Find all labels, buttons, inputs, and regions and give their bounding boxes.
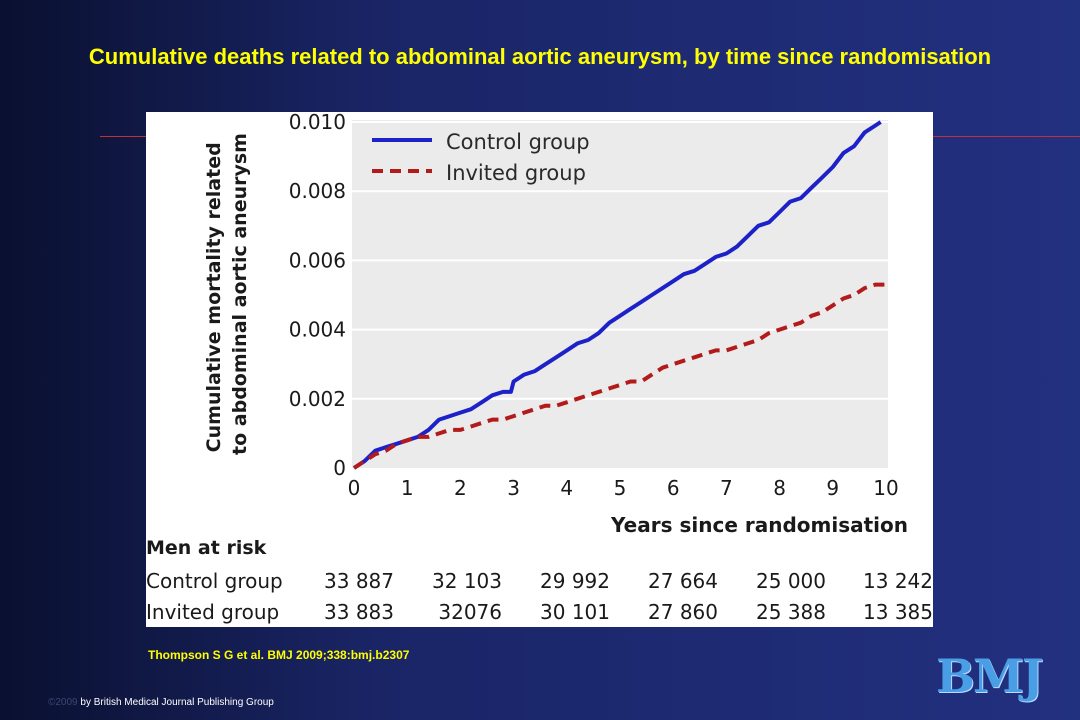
risk-cell: 32076 bbox=[438, 600, 502, 624]
risk-cell: 27 860 bbox=[648, 600, 718, 624]
y-axis-title-line2: to abdominal aortic aneurysm bbox=[229, 133, 251, 455]
risk-cell: 32 103 bbox=[432, 569, 502, 593]
x-tick-labels: 0 1 2 3 4 5 6 7 8 9 10 bbox=[348, 476, 899, 500]
copyright-year: ©2009 bbox=[48, 697, 78, 708]
risk-cell: 27 664 bbox=[648, 569, 718, 593]
citation: Thompson S G et al. BMJ 2009;338:bmj.b23… bbox=[148, 648, 410, 662]
gridlines bbox=[352, 121, 888, 400]
x-tick-label: 10 bbox=[873, 476, 898, 500]
risk-cell: 25 000 bbox=[756, 569, 826, 593]
x-tick-label: 8 bbox=[773, 476, 786, 500]
risk-table-heading: Men at risk bbox=[146, 537, 267, 559]
risk-cell: 13 385 bbox=[863, 600, 933, 624]
invited-group-line bbox=[352, 282, 886, 470]
y-tick-label: 0.010 bbox=[289, 112, 346, 134]
control-group-line bbox=[352, 120, 882, 470]
x-tick-label: 1 bbox=[401, 476, 414, 500]
x-tick-label: 5 bbox=[614, 476, 627, 500]
legend-label-control: Control group bbox=[446, 130, 590, 154]
x-tick-label: 0 bbox=[348, 476, 361, 500]
legend: Control group Invited group bbox=[372, 130, 590, 185]
risk-cell: 25 388 bbox=[756, 600, 826, 624]
risk-cell: 13 242 bbox=[863, 569, 933, 593]
y-tick-label: 0.002 bbox=[289, 387, 346, 411]
y-tick-labels: 0 0.002 0.004 0.006 0.008 0.010 bbox=[289, 112, 346, 480]
risk-cell: 33 883 bbox=[324, 600, 394, 624]
risk-row-label: Control group bbox=[146, 569, 283, 593]
x-tick-label: 4 bbox=[560, 476, 573, 500]
plot-background bbox=[352, 120, 888, 468]
risk-row-invited: Invited group 33 883 32076 30 101 27 860… bbox=[146, 600, 933, 630]
y-axis-title-line1: Cumulative mortality related bbox=[203, 142, 225, 452]
bmj-logo: BMJ bbox=[936, 649, 1044, 703]
copyright-notice: ©2009 by British Medical Journal Publish… bbox=[48, 697, 274, 708]
slide-title: Cumulative deaths related to abdominal a… bbox=[88, 44, 992, 69]
x-axis-title: Years since randomisation bbox=[610, 513, 908, 537]
x-tick-label: 2 bbox=[454, 476, 467, 500]
x-tick-label: 6 bbox=[667, 476, 680, 500]
y-tick-label: 0.004 bbox=[289, 318, 346, 342]
series-layer bbox=[352, 120, 886, 470]
legend-label-invited: Invited group bbox=[446, 161, 586, 185]
y-tick-label: 0.006 bbox=[289, 248, 346, 272]
figure-panel: 0 0.002 0.004 0.006 0.008 0.010 0 1 2 3 4 5 6 7 8 9 10 … bbox=[146, 112, 933, 627]
risk-row-control: Control group 33 887 32 103 29 992 27 66… bbox=[146, 569, 933, 599]
x-tick-label: 9 bbox=[826, 476, 839, 500]
y-tick-label: 0 bbox=[333, 456, 346, 480]
copyright-text: by British Medical Journal Publishing Gr… bbox=[80, 697, 274, 708]
x-tick-label: 7 bbox=[720, 476, 733, 500]
y-axis-title: Cumulative mortality related to abdomina… bbox=[203, 133, 251, 455]
risk-row-label: Invited group bbox=[146, 600, 280, 624]
x-tick-label: 3 bbox=[507, 476, 520, 500]
y-tick-label: 0.008 bbox=[289, 179, 346, 203]
risk-cell: 29 992 bbox=[540, 569, 610, 593]
risk-cell: 30 101 bbox=[540, 600, 610, 624]
risk-cell: 33 887 bbox=[324, 569, 394, 593]
